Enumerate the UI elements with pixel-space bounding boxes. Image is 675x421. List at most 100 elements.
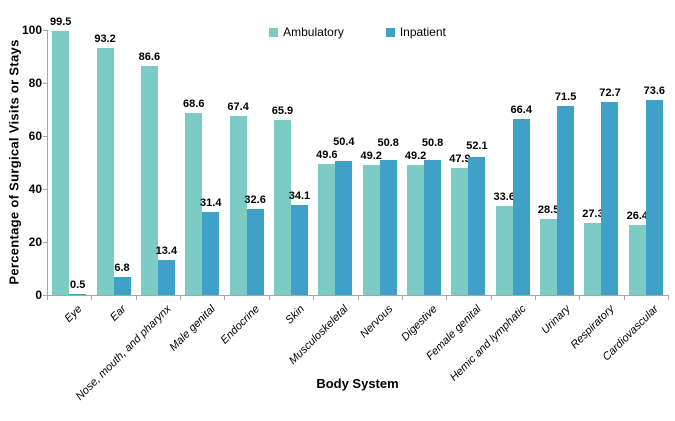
bar-value-label: 67.4 <box>227 101 249 114</box>
y-tick-label: 80 <box>28 76 42 90</box>
x-tick-mark <box>668 296 669 300</box>
x-tick-label: Nervous <box>357 303 396 341</box>
bar-inpatient: 32.6 <box>244 194 266 295</box>
bar-value-label: 34.1 <box>288 189 311 202</box>
bar-inpatient: 66.4 <box>511 105 532 295</box>
x-tick-label: Digestive <box>399 303 440 344</box>
legend-item-ambulatory: Ambulatory <box>269 25 344 39</box>
bar-inpatient: 31.4 <box>200 197 221 295</box>
bar-ambulatory: 68.6 <box>183 99 204 295</box>
y-tick-mark <box>43 242 47 243</box>
bar-value-label: 13.4 <box>155 244 178 257</box>
bar-group: 93.2 6.8 <box>91 30 135 295</box>
bar-value-label: 49.2 <box>360 149 382 162</box>
x-tick-label: Eye <box>62 303 85 325</box>
y-tick-mark <box>43 136 47 137</box>
bar-group: 65.9 34.1 <box>269 30 313 295</box>
y-tick-mark <box>43 83 47 84</box>
bar-group: 49.2 50.8 <box>358 30 402 295</box>
bar-group: 99.5 0.5 <box>47 17 91 295</box>
bar-ambulatory: 49.6 <box>316 149 338 295</box>
bar-ambulatory: 49.2 <box>405 150 426 295</box>
bar-ambulatory: 33.6 <box>494 191 515 295</box>
bar-group: 86.6 13.4 <box>136 30 180 295</box>
bar-value-label: 86.6 <box>138 50 161 63</box>
bar-ambulatory: 86.6 <box>139 51 160 295</box>
bar-value-label: 49.2 <box>404 149 427 162</box>
bar-value-label: 6.8 <box>114 261 130 274</box>
bar-group: 49.6 50.4 <box>313 30 357 295</box>
bar-value-label: 0.5 <box>70 278 86 291</box>
bar-value-label: 68.6 <box>183 98 205 111</box>
x-tick-mark <box>446 296 448 300</box>
y-tick-label: 100 <box>21 23 42 37</box>
bar-value-label: 26.4 <box>626 210 649 223</box>
bar-value-label: 47.9 <box>449 153 471 166</box>
bar-inpatient: 50.8 <box>377 137 399 295</box>
legend: Ambulatory Inpatient <box>47 25 668 39</box>
x-tick-mark <box>401 296 403 300</box>
x-tick-mark <box>357 296 359 300</box>
bar-value-label: 52.1 <box>466 140 488 153</box>
y-tick-mark <box>43 295 47 296</box>
bar-value-label: 50.8 <box>421 136 444 149</box>
legend-label-ambulatory: Ambulatory <box>283 25 344 39</box>
bar-value-label: 32.6 <box>244 193 266 206</box>
x-tick-mark <box>490 296 492 300</box>
legend-label-inpatient: Inpatient <box>399 25 446 39</box>
bar-value-label: 28.5 <box>537 204 560 217</box>
x-tick-label: Skin <box>282 303 307 327</box>
bar-inpatient: 34.1 <box>289 190 310 295</box>
bar-inpatient: 73.6 <box>644 85 665 295</box>
plot-area: 99.5 0.5 93.2 6.8 86.6 13.4 68.6 31.4 67.4 32.6 65… <box>47 17 668 295</box>
y-tick-label: 20 <box>28 235 42 249</box>
bar-ambulatory: 99.5 <box>50 17 71 295</box>
bar-ambulatory: 67.4 <box>227 102 249 295</box>
x-tick-mark <box>623 296 625 300</box>
bar-value-label: 49.6 <box>316 148 338 161</box>
y-tick-label: 60 <box>28 129 42 143</box>
x-tick-mark <box>313 296 315 300</box>
bar-group: 67.4 32.6 <box>224 30 268 295</box>
bar-inpatient: 0.5 <box>69 279 87 295</box>
x-tick-mark <box>47 296 48 300</box>
bar-value-label: 27.3 <box>582 207 604 220</box>
bar-ambulatory: 49.2 <box>360 150 382 295</box>
bar-value-label: 50.8 <box>377 136 399 149</box>
bar-ambulatory: 26.4 <box>627 211 648 295</box>
bar-value-label: 73.6 <box>643 84 666 97</box>
bar-value-label: 50.4 <box>333 135 355 148</box>
bar-group: 49.2 50.8 <box>402 30 446 295</box>
bar-value-label: 66.4 <box>510 104 532 117</box>
bar-value-label: 72.7 <box>599 87 621 100</box>
x-tick-mark <box>180 296 182 300</box>
bar-ambulatory: 65.9 <box>272 106 293 295</box>
x-tick-mark <box>91 296 93 300</box>
bar-value-label: 31.4 <box>200 196 222 209</box>
bar-ambulatory: 93.2 <box>94 34 116 295</box>
bar-inpatient: 71.5 <box>555 91 576 295</box>
bar-value-label: 71.5 <box>554 90 577 103</box>
bar-value-label: 33.6 <box>493 190 515 203</box>
bar-group: 26.4 73.6 <box>624 30 668 295</box>
bar-value-label: 99.5 <box>49 16 72 29</box>
y-tick-label: 0 <box>35 288 42 302</box>
x-tick-mark <box>135 296 137 300</box>
x-tick-label: Urinary <box>539 303 573 337</box>
bar-inpatient: 52.1 <box>466 141 488 295</box>
x-tick-mark <box>534 296 536 300</box>
legend-swatch-inpatient <box>385 27 395 37</box>
x-axis-title: Body System <box>316 376 399 391</box>
legend-item-inpatient: Inpatient <box>385 25 446 39</box>
x-tick-label: Male genital <box>167 303 218 354</box>
bar-inpatient: 50.8 <box>422 137 443 295</box>
y-tick-label: 40 <box>28 182 42 196</box>
bar-group: 68.6 31.4 <box>180 30 224 295</box>
bar-group: 47.9 52.1 <box>446 30 490 295</box>
y-axis-line <box>47 30 48 296</box>
y-tick-mark <box>43 189 47 190</box>
y-axis-title: Percentage of Surgical Visits or Stays <box>6 39 22 285</box>
bar-inpatient: 13.4 <box>156 245 177 295</box>
bar-ambulatory: 47.9 <box>449 154 471 295</box>
